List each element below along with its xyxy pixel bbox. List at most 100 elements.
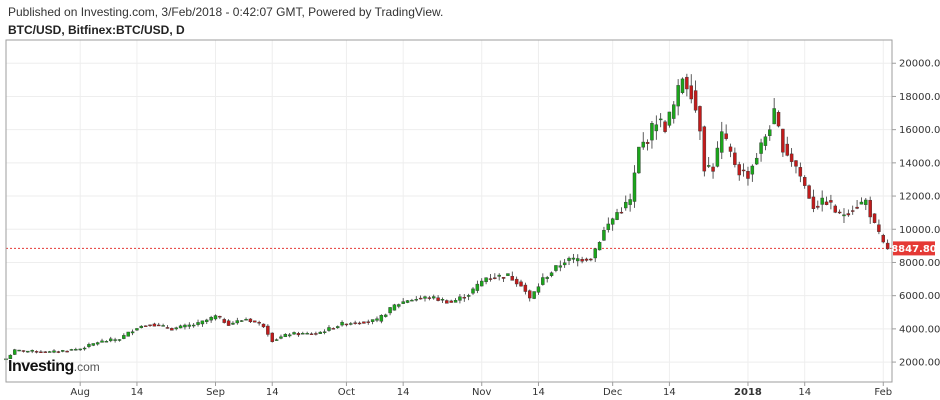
candle xyxy=(30,349,34,354)
candle xyxy=(445,299,449,304)
candle-body-down xyxy=(514,278,519,285)
candle xyxy=(458,294,462,304)
candle xyxy=(34,350,39,354)
candle xyxy=(61,349,65,353)
candle xyxy=(772,98,776,125)
candle xyxy=(562,258,567,268)
candle xyxy=(366,319,370,325)
candle-body-down xyxy=(331,328,336,330)
candle-body-down xyxy=(523,284,528,292)
candle xyxy=(645,139,650,151)
candle-body-down xyxy=(829,200,833,203)
candle xyxy=(637,146,641,174)
candle xyxy=(143,325,148,327)
candle xyxy=(405,299,410,304)
candle xyxy=(842,208,846,223)
candle-body-up xyxy=(231,322,235,325)
candle-body-up xyxy=(174,327,178,330)
y-tick-label: 6000.00 xyxy=(899,291,940,302)
candle xyxy=(43,351,48,353)
candle-body-up xyxy=(235,320,240,324)
candle-body-up xyxy=(305,333,309,335)
candle-body-down xyxy=(855,206,859,209)
candle xyxy=(541,273,545,286)
candle xyxy=(174,326,178,331)
candle xyxy=(514,276,519,287)
candle xyxy=(737,161,741,181)
candle xyxy=(248,318,253,324)
candle xyxy=(536,283,541,295)
candle xyxy=(781,128,785,157)
candle-body-down xyxy=(645,142,650,144)
candle-body-up xyxy=(187,324,192,327)
candle-body-up xyxy=(17,349,21,352)
candle-body-up xyxy=(606,223,611,230)
candle-body-up xyxy=(239,320,244,322)
candle xyxy=(335,325,340,329)
candle xyxy=(829,194,833,210)
candle xyxy=(244,317,248,321)
candle xyxy=(78,348,82,351)
candle-body-down xyxy=(39,351,43,353)
candle xyxy=(104,340,109,343)
candle-body-up xyxy=(209,317,213,321)
candle xyxy=(584,257,589,262)
candle xyxy=(239,320,244,322)
candle xyxy=(383,313,388,318)
candle xyxy=(759,138,763,162)
candle-body-up xyxy=(100,340,104,343)
candle xyxy=(510,271,515,281)
candle-body-up xyxy=(628,199,632,205)
candle-body-up xyxy=(61,350,65,352)
candle-body-down xyxy=(837,211,842,214)
candle xyxy=(340,320,344,327)
candle-body-down xyxy=(253,320,257,323)
x-tick-label: 14 xyxy=(266,387,279,398)
candle-body-up xyxy=(720,131,724,153)
candle-body-up xyxy=(340,321,344,326)
candle xyxy=(235,317,240,325)
candle-body-up xyxy=(392,304,397,311)
candle xyxy=(449,299,453,303)
candle-body-down xyxy=(488,278,493,280)
candle xyxy=(632,165,637,208)
candle-body-up xyxy=(637,146,641,174)
candle-body-up xyxy=(532,291,536,299)
candle xyxy=(109,336,113,343)
candle xyxy=(253,320,257,323)
x-tick-label: Aug xyxy=(70,387,90,398)
candle xyxy=(305,331,309,335)
candle xyxy=(545,275,549,283)
candle xyxy=(724,124,728,141)
candle xyxy=(388,306,392,316)
candle-body-up xyxy=(453,300,458,303)
candle xyxy=(296,331,301,337)
candle-body-up xyxy=(122,335,126,339)
candle-body-down xyxy=(881,234,885,243)
x-tick-label: 2018 xyxy=(734,387,762,398)
candle xyxy=(698,105,702,140)
candle xyxy=(148,324,152,327)
candle xyxy=(754,153,759,166)
candle xyxy=(597,241,602,251)
candle-body-up xyxy=(91,343,96,346)
candle xyxy=(130,329,135,336)
candle xyxy=(65,350,69,353)
candle-body-up xyxy=(191,324,196,327)
candle xyxy=(161,323,165,327)
candle-body-up xyxy=(597,242,602,251)
candle xyxy=(532,291,536,300)
candle xyxy=(746,166,750,186)
candle-body-up xyxy=(423,296,427,299)
candle-body-up xyxy=(388,307,392,314)
candle-body-up xyxy=(47,351,52,353)
candle-body-down xyxy=(519,281,523,287)
candle-body-up xyxy=(541,277,545,285)
candle-body-down xyxy=(510,276,515,281)
candle-body-down xyxy=(270,332,274,342)
candle-body-up xyxy=(318,331,322,334)
candle xyxy=(126,331,130,337)
candle-body-up xyxy=(335,326,340,329)
candle xyxy=(785,136,789,157)
candle xyxy=(493,273,497,280)
